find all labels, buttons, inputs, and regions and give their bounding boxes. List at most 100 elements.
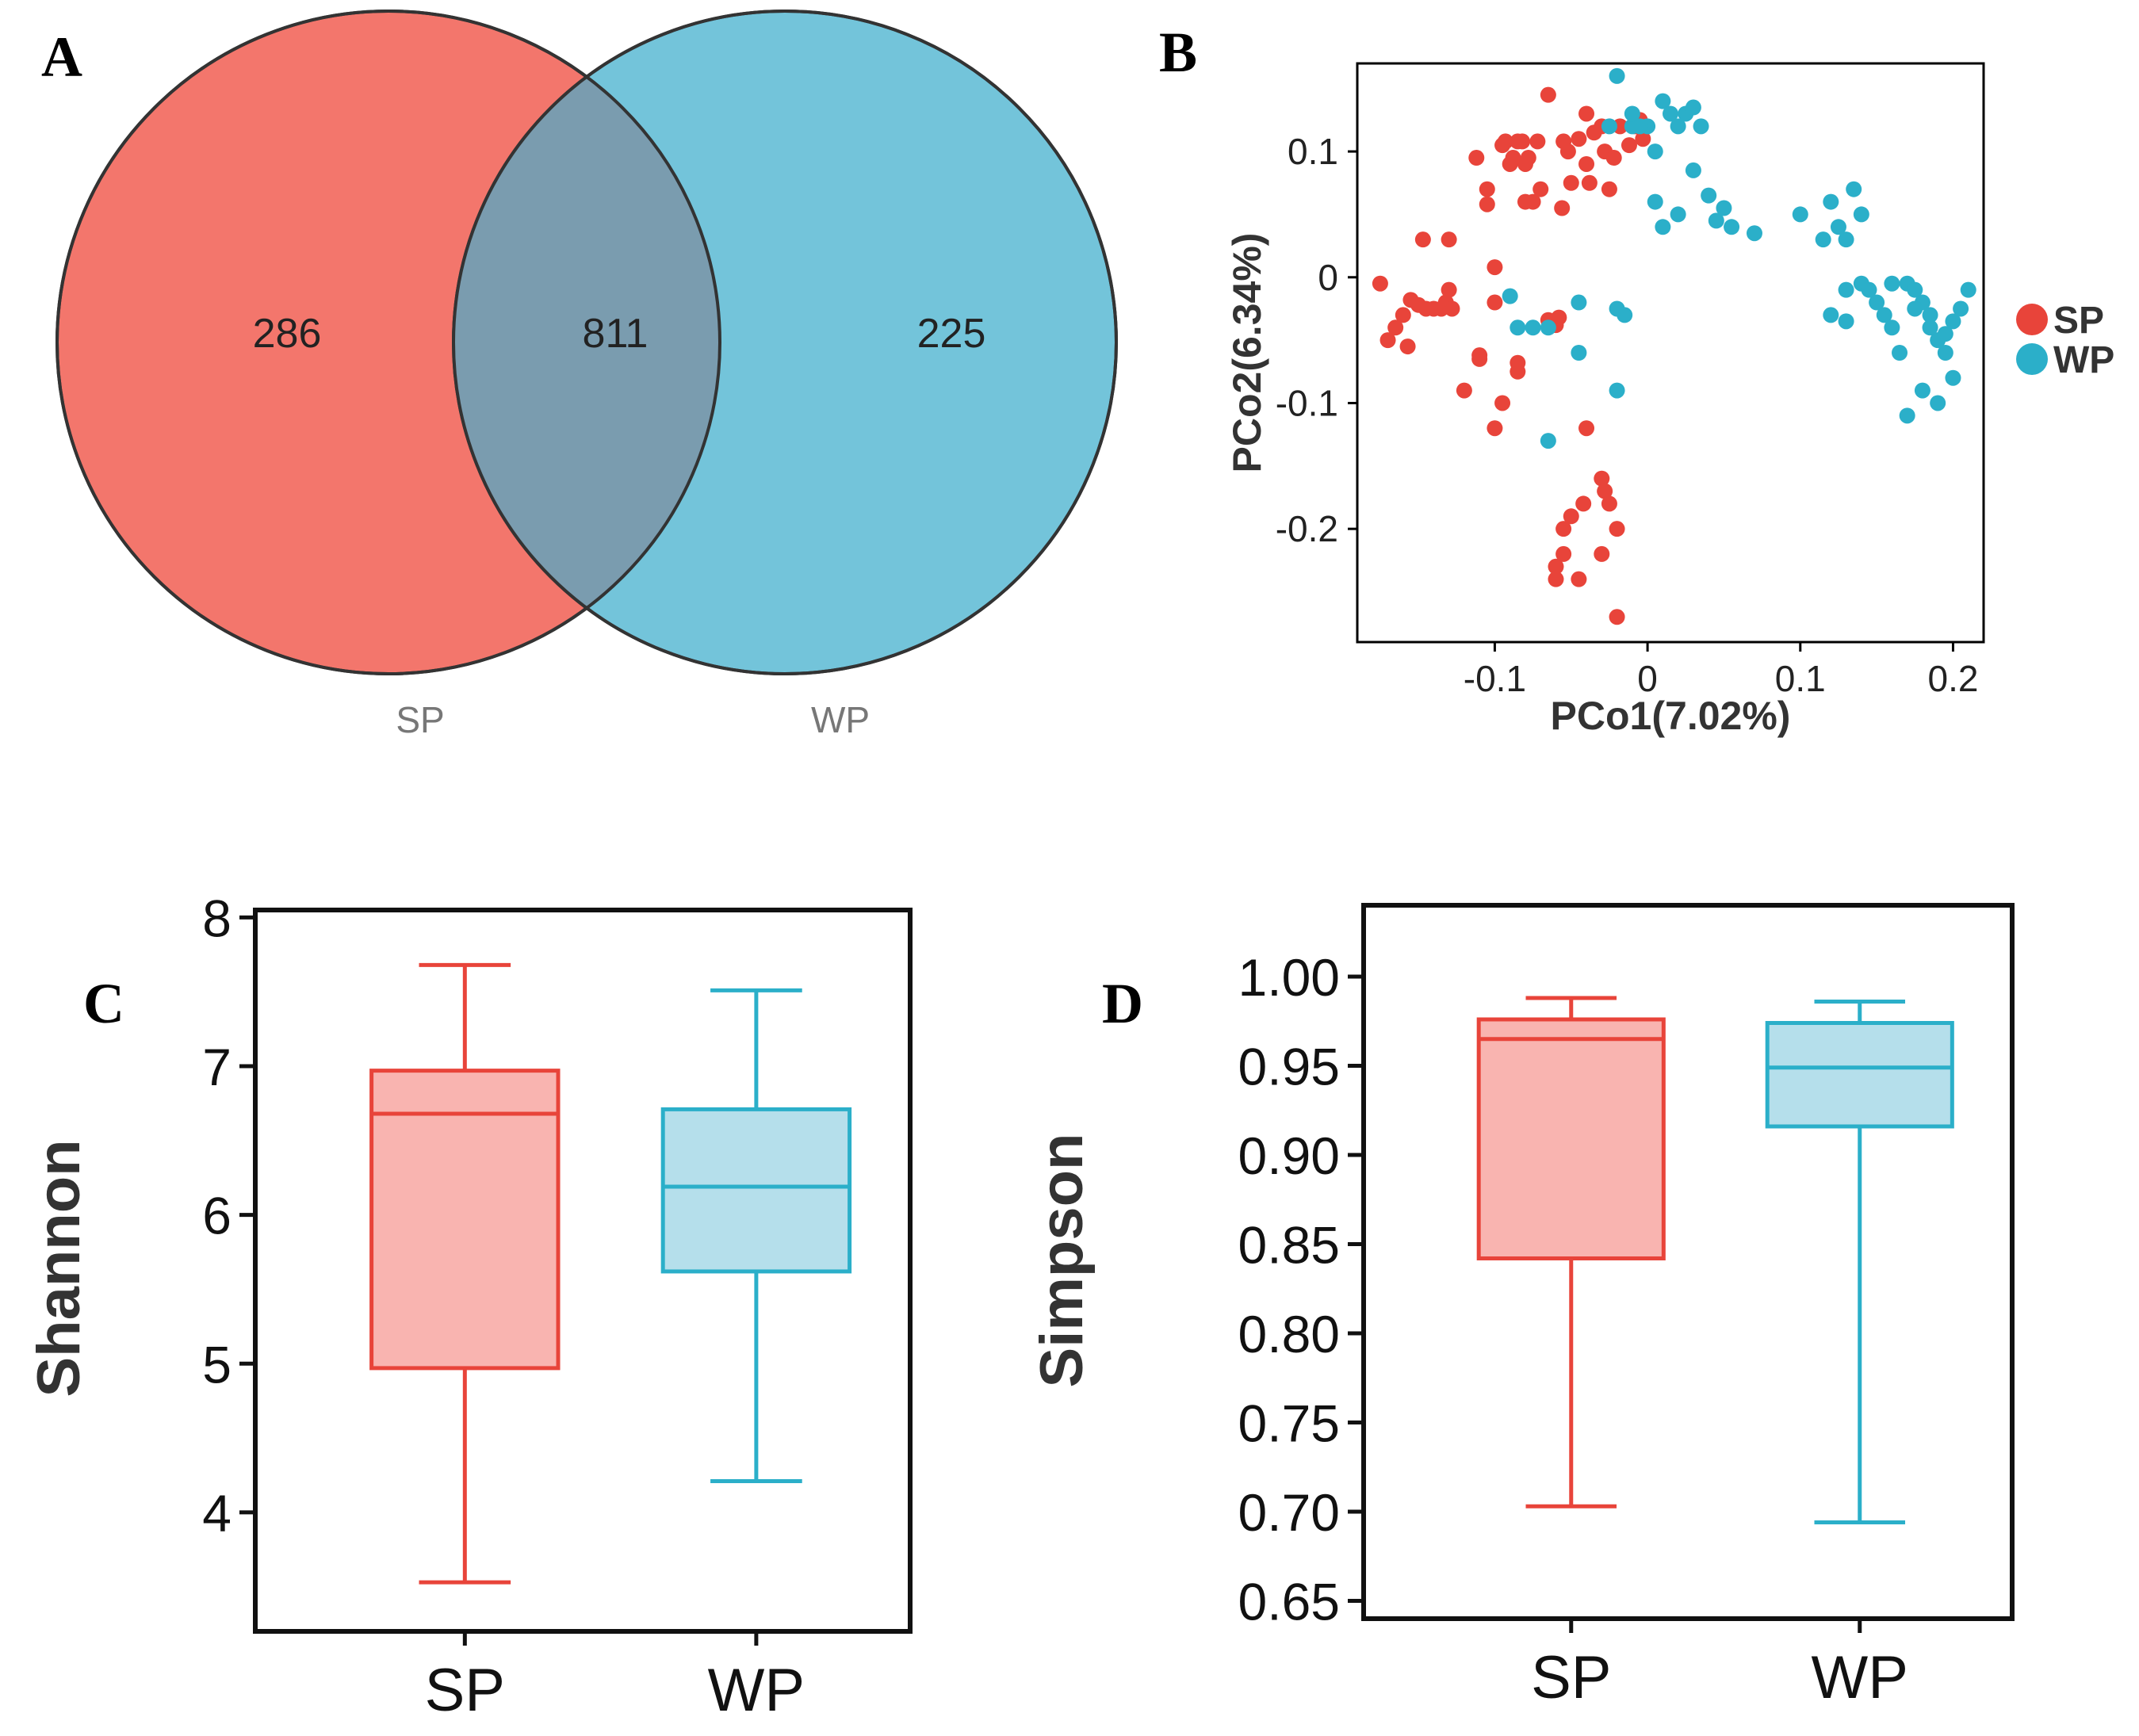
pcoa-point-sp <box>1594 545 1610 562</box>
pcoa-point-sp <box>1529 133 1546 150</box>
pcoa-point-sp <box>1441 231 1457 248</box>
panel-label-a: A <box>41 25 82 89</box>
pcoa-point-sp <box>1621 137 1637 154</box>
pcoa-point-sp <box>1548 558 1564 575</box>
pcoa-point-sp <box>1372 275 1388 292</box>
pcoa-x-tick-label: -0.1 <box>1464 658 1526 699</box>
shannon-x-tick-label: SP <box>425 1657 505 1724</box>
venn-sp-count: 286 <box>253 311 322 357</box>
panel-label-c: C <box>83 972 124 1035</box>
pcoa-point-wp <box>1708 212 1724 229</box>
pcoa-point-wp <box>1540 433 1556 449</box>
shannon-y-axis: 4 5 6 7 8 <box>202 889 255 1543</box>
pcoa-point-wp <box>1701 187 1717 204</box>
pcoa-point-sp <box>1510 363 1526 380</box>
pcoa-point-sp <box>1414 231 1431 248</box>
pcoa-point-wp <box>1914 382 1930 399</box>
pcoa-point-sp <box>1571 131 1587 147</box>
venn-overlap <box>453 11 720 674</box>
pcoa-point-sp <box>1551 309 1567 326</box>
pcoa-point-wp <box>1632 118 1648 135</box>
pcoa-point-sp <box>1494 395 1511 411</box>
pcoa-point-wp <box>1815 231 1831 248</box>
simpson-y-tick-label: 0.70 <box>1238 1483 1340 1542</box>
shannon-x-axis: SP WP <box>425 1631 805 1724</box>
pcoa-points <box>1372 67 1976 625</box>
pcoa-point-sp <box>1387 319 1404 336</box>
pcoa-point-sp <box>1379 332 1396 349</box>
pcoa-point-sp <box>1554 200 1571 216</box>
panel-a: A 286 811 225 SP WP <box>41 10 1118 740</box>
pcoa-point-wp <box>1884 319 1900 336</box>
pcoa-point-wp <box>1685 162 1701 178</box>
pcoa-point-sp <box>1594 470 1610 487</box>
pcoa-point-wp <box>1502 288 1518 304</box>
venn-circle-sp-outline <box>55 10 721 675</box>
pcoa-point-sp <box>1597 483 1613 499</box>
pcoa-point-sp <box>1517 193 1533 210</box>
pcoa-point-sp <box>1548 571 1564 587</box>
pcoa-point-wp <box>1945 369 1961 386</box>
pcoa-x-tick-label: 0.2 <box>1927 658 1978 699</box>
pcoa-point-wp <box>1693 118 1709 135</box>
pcoa-point-wp <box>1617 307 1633 323</box>
panel-b: B -0.1 0 0.1 0.2 0.1 0 -0.1 -0.2 PCo1(7.02%) P… <box>1159 21 2114 738</box>
simpson-y-label: Simpson <box>1028 1134 1096 1388</box>
pcoa-y-label: PCo2(6.34%) <box>1225 233 1269 473</box>
pcoa-point-sp <box>1441 281 1457 298</box>
pcoa-point-sp <box>1497 133 1513 150</box>
pcoa-y-tick-label: -0.1 <box>1276 382 1338 423</box>
pcoa-x-label: PCo1(7.02%) <box>1551 694 1791 738</box>
simpson-y-tick-label: 1.00 <box>1238 948 1340 1007</box>
pcoa-point-wp <box>1838 231 1854 248</box>
pcoa-point-wp <box>1510 319 1526 336</box>
pcoa-point-wp <box>1647 193 1663 210</box>
shannon-y-tick-label: 8 <box>202 889 232 947</box>
pcoa-point-sp <box>1533 181 1549 197</box>
shannon-y-tick-label: 4 <box>202 1484 232 1543</box>
simpson-y-tick-label: 0.65 <box>1238 1573 1340 1631</box>
pcoa-point-wp <box>1930 395 1946 411</box>
pcoa-point-wp <box>1685 99 1701 116</box>
pcoa-point-wp <box>1525 319 1541 336</box>
simpson-plot-frame <box>1361 903 2015 1621</box>
venn-set-label-wp: WP <box>811 699 870 740</box>
pcoa-point-sp <box>1520 150 1536 166</box>
legend-marker-wp <box>2016 343 2048 375</box>
simpson-box-sp <box>1476 1017 1666 1260</box>
pcoa-point-sp <box>1559 143 1576 160</box>
pcoa-point-wp <box>1892 345 1908 361</box>
pcoa-point-wp <box>1853 206 1869 223</box>
pcoa-point-sp <box>1563 508 1579 525</box>
legend-label-wp: WP <box>2053 339 2114 381</box>
pcoa-point-wp <box>1922 307 1938 323</box>
legend-label-sp: SP <box>2053 300 2104 342</box>
shannon-x-tick-label: WP <box>708 1657 805 1724</box>
simpson-box-wp <box>1765 1021 1954 1129</box>
pcoa-point-sp <box>1444 300 1460 317</box>
pcoa-x-tick-label: 0.1 <box>1775 658 1826 699</box>
pcoa-point-wp <box>1571 294 1587 311</box>
pcoa-y-tick-label: -0.2 <box>1276 508 1338 549</box>
pcoa-point-sp <box>1471 350 1488 367</box>
pcoa-point-wp <box>1838 313 1854 330</box>
pcoa-point-wp <box>1884 275 1900 292</box>
pcoa-point-sp <box>1601 181 1617 197</box>
simpson-x-tick-label: SP <box>1531 1644 1611 1711</box>
simpson-x-tick-label: WP <box>1812 1644 1908 1711</box>
pcoa-point-sp <box>1605 150 1622 166</box>
pcoa-point-sp <box>1578 420 1595 437</box>
pcoa-plot-frame <box>1356 62 1985 644</box>
shannon-box-wp <box>660 1107 852 1274</box>
pcoa-legend: SP WP <box>2016 300 2114 381</box>
pcoa-point-wp <box>1861 281 1877 298</box>
pcoa-point-wp <box>1609 382 1625 399</box>
panel-d: D 0.650.700.750.800.850.900.951.00 SP WP … <box>1028 903 2015 1711</box>
pcoa-point-wp <box>1907 300 1923 317</box>
simpson-y-tick-label: 0.75 <box>1238 1394 1340 1453</box>
pcoa-point-sp <box>1487 294 1503 311</box>
shannon-y-tick-label: 6 <box>202 1187 232 1245</box>
simpson-y-axis: 0.65 0.70 0.75 0.80 0.85 0.90 0.95 1.00 <box>1238 948 1364 1631</box>
simpson-boxes <box>1476 996 1954 1524</box>
